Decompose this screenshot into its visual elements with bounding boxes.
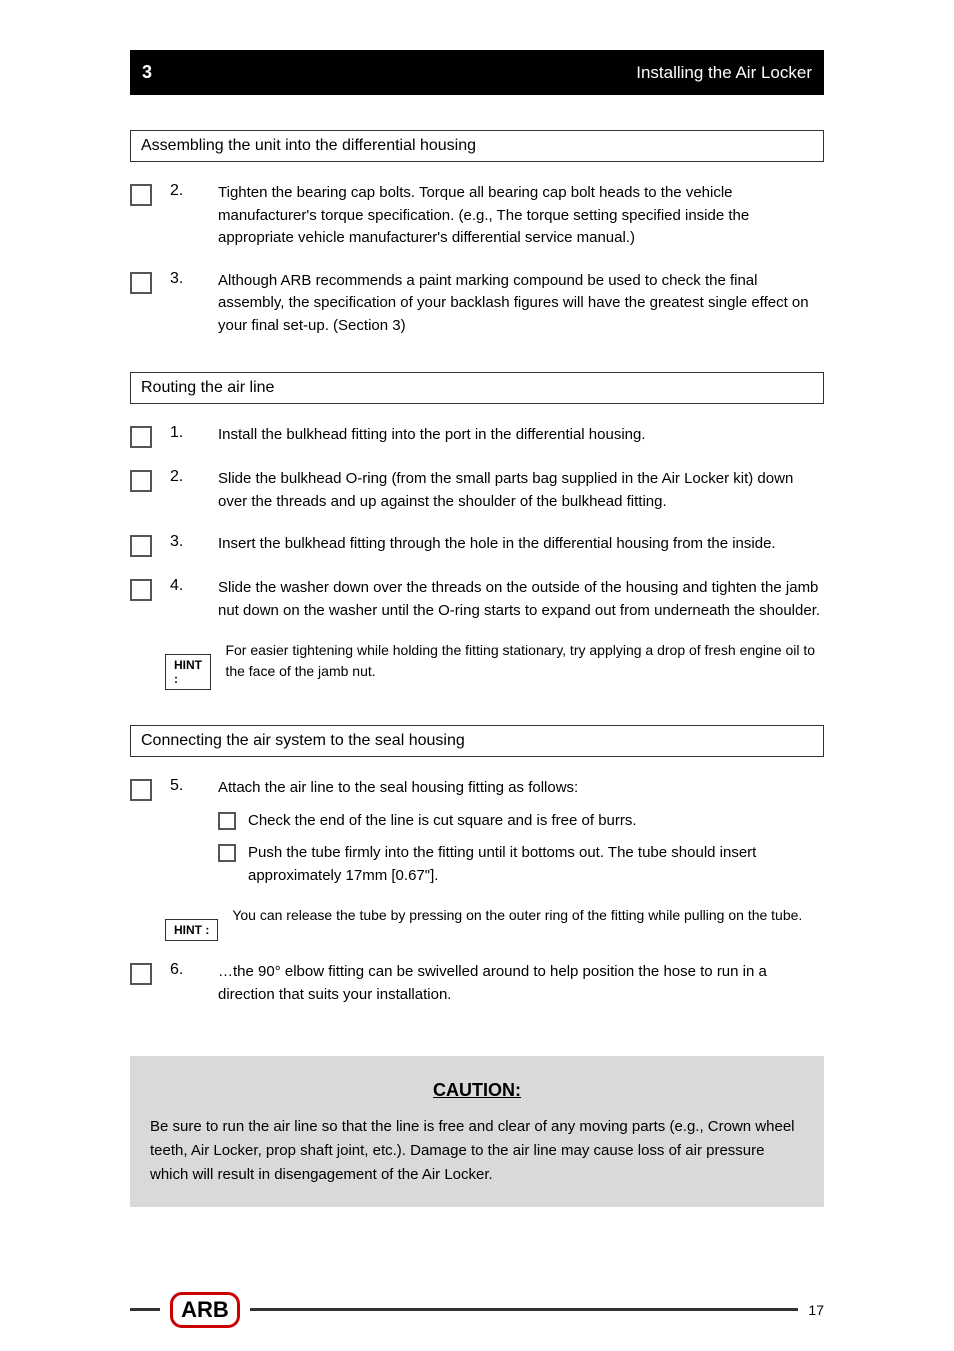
step-text: Slide the washer down over the threads o…: [218, 577, 824, 622]
checkbox[interactable]: [130, 579, 152, 601]
substep-a: Check the end of the line is cut square …: [218, 810, 824, 833]
footer: ARB 17: [130, 1292, 824, 1328]
step-number: 5.: [170, 777, 200, 795]
step-text: Tighten the bearing cap bolts. Torque al…: [218, 182, 824, 250]
hint-row: HINT : For easier tightening while holdi…: [165, 640, 824, 690]
step-text: Install the bulkhead fitting into the po…: [218, 424, 824, 447]
caution-word: CAUTION:: [150, 1076, 804, 1105]
step-number: 3.: [170, 533, 200, 551]
checkbox-small[interactable]: [218, 812, 236, 830]
step-parent-text: Attach the air line to the seal housing …: [218, 777, 824, 800]
step-3-6: 6. …the 90° elbow fitting can be swivell…: [130, 961, 824, 1006]
step-2-3: 3. Insert the bulkhead fitting through t…: [130, 533, 824, 557]
caution-box: CAUTION: Be sure to run the air line so …: [130, 1056, 824, 1207]
section-title-3: Connecting the air system to the seal ho…: [130, 725, 824, 757]
step-text: Attach the air line to the seal housing …: [218, 777, 824, 887]
step-text: Although ARB recommends a paint marking …: [218, 270, 824, 338]
step-3-5: 5. Attach the air line to the seal housi…: [130, 777, 824, 887]
arb-logo: ARB: [170, 1292, 240, 1328]
footer-line: [250, 1308, 798, 1311]
step-number: 4.: [170, 577, 200, 595]
step-1-3: 3. Although ARB recommends a paint marki…: [130, 270, 824, 338]
step-number: 2.: [170, 468, 200, 486]
caution-text: Be sure to run the air line so that the …: [150, 1118, 795, 1183]
checkbox[interactable]: [130, 779, 152, 801]
step-text: Slide the bulkhead O-ring (from the smal…: [218, 468, 824, 513]
checkbox[interactable]: [130, 963, 152, 985]
checkbox-small[interactable]: [218, 844, 236, 862]
step-number: 6.: [170, 961, 200, 979]
hint-text: You can release the tube by pressing on …: [232, 905, 802, 926]
checkbox[interactable]: [130, 535, 152, 557]
substep-text: Check the end of the line is cut square …: [248, 810, 637, 833]
checkbox[interactable]: [130, 184, 152, 206]
section-title-2: Routing the air line: [130, 372, 824, 404]
page-header: 3 Installing the Air Locker: [130, 50, 824, 95]
header-title: Installing the Air Locker: [636, 63, 812, 83]
hint-label: HINT :: [165, 654, 211, 690]
checkbox[interactable]: [130, 272, 152, 294]
section-title-1: Assembling the unit into the differentia…: [130, 130, 824, 162]
step-2-1: 1. Install the bulkhead fitting into the…: [130, 424, 824, 448]
page-number: 17: [808, 1302, 824, 1318]
substep-b: Push the tube firmly into the fitting un…: [218, 842, 824, 887]
footer-line-left: [130, 1308, 160, 1311]
step-number: 3.: [170, 270, 200, 288]
step-number: 1.: [170, 424, 200, 442]
step-text: …the 90° elbow fitting can be swivelled …: [218, 961, 824, 1006]
hint-row-2: HINT : You can release the tube by press…: [165, 905, 824, 941]
substep-text: Push the tube firmly into the fitting un…: [248, 842, 824, 887]
step-2-4: 4. Slide the washer down over the thread…: [130, 577, 824, 622]
header-number: 3: [142, 62, 152, 83]
step-2-2: 2. Slide the bulkhead O-ring (from the s…: [130, 468, 824, 513]
hint-text: For easier tightening while holding the …: [225, 640, 824, 682]
checkbox[interactable]: [130, 426, 152, 448]
step-text: Insert the bulkhead fitting through the …: [218, 533, 824, 556]
hint-label: HINT :: [165, 919, 218, 941]
checkbox[interactable]: [130, 470, 152, 492]
step-number: 2.: [170, 182, 200, 200]
step-1-2: 2. Tighten the bearing cap bolts. Torque…: [130, 182, 824, 250]
